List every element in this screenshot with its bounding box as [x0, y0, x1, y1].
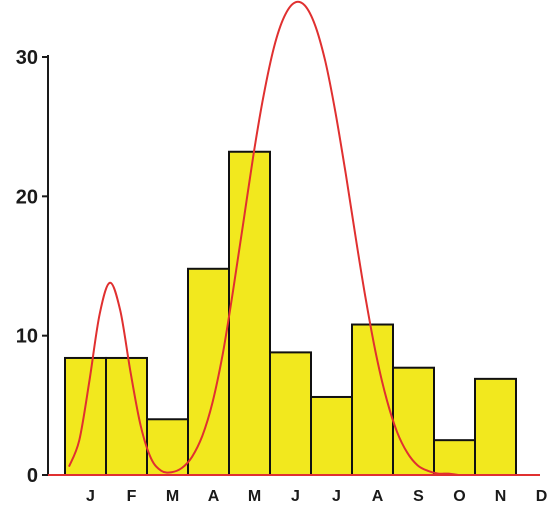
y-tick-label-3: 30 — [16, 47, 38, 69]
bar-8 — [392, 366, 435, 477]
x-tick-label-0: J — [86, 488, 95, 505]
bar-9 — [433, 439, 476, 476]
bar-1 — [105, 356, 148, 476]
x-tick-label-3: A — [208, 488, 220, 505]
x-tick-label-1: F — [127, 488, 137, 505]
fitted-curve — [68, 0, 459, 476]
x-tick-label-4: M — [248, 488, 261, 505]
x-tick-label-9: O — [453, 488, 465, 505]
bar-group — [64, 150, 517, 477]
x-tick-label-11: D — [536, 488, 547, 505]
y-tick-label-2: 20 — [16, 186, 38, 208]
bar-2 — [146, 418, 189, 476]
bar-10 — [474, 377, 517, 476]
y-tick-label-1: 10 — [16, 326, 38, 348]
y-axis: 0 10 20 30 — [16, 47, 49, 487]
bar-4 — [228, 150, 271, 476]
x-tick-label-10: N — [495, 488, 507, 505]
x-tick-label-5: J — [291, 488, 300, 505]
x-tick-label-6: J — [332, 488, 341, 505]
bar-6 — [310, 395, 353, 476]
bar-3 — [187, 267, 230, 476]
y-tick-label-0: 0 — [27, 465, 38, 487]
x-tick-label-2: M — [166, 488, 179, 505]
bar-0 — [64, 356, 107, 476]
x-tick-label-8: S — [413, 488, 424, 505]
x-tick-label-7: A — [372, 488, 384, 505]
bar-5 — [269, 351, 312, 476]
